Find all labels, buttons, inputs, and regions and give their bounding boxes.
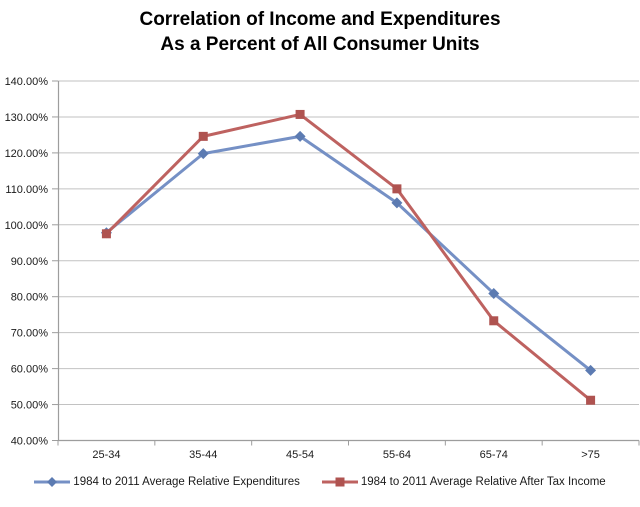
data-point-expenditures — [391, 197, 403, 209]
chart-title: Correlation of Income and Expenditures A… — [0, 7, 640, 57]
chart-title-line1: Correlation of Income and Expenditures — [139, 9, 501, 30]
x-tick-label: 25-34 — [92, 449, 120, 461]
legend-marker-square-icon — [321, 477, 358, 487]
data-point-expenditures — [585, 364, 597, 376]
x-tick-label: 65-74 — [480, 449, 508, 461]
x-tick-label: 45-54 — [286, 449, 314, 461]
y-tick-label: 80.00% — [11, 292, 49, 304]
y-tick-label: 70.00% — [11, 328, 49, 340]
diamond-marker-icon — [47, 477, 58, 487]
series-line-expenditures — [104, 134, 593, 372]
y-tick-label: 100.00% — [5, 220, 49, 232]
legend-label-expenditures: 1984 to 2011 Average Relative Expenditur… — [73, 476, 300, 488]
x-tick-label: 55-64 — [383, 449, 411, 461]
plot-area: 140.00% 130.00% 120.00% 110.00% 100.00% 90.00… — [5, 76, 640, 461]
data-point-after-tax-income — [101, 229, 111, 239]
data-point-after-tax-income — [586, 395, 596, 405]
y-tick-label: 60.00% — [11, 364, 49, 376]
data-point-expenditures — [294, 130, 306, 142]
data-point-after-tax-income — [489, 316, 499, 326]
chart-title-line2: As a Percent of All Consumer Units — [160, 34, 480, 55]
y-tick-label: 110.00% — [5, 184, 48, 196]
data-point-expenditures — [488, 287, 500, 299]
y-tick-label: 140.00% — [5, 76, 49, 88]
legend-item-after-tax-income: 1984 to 2011 Average Relative After Tax … — [321, 476, 606, 488]
data-point-expenditures — [197, 148, 209, 160]
y-tick-label: 130.00% — [5, 112, 49, 124]
data-point-after-tax-income — [392, 184, 402, 194]
x-tick-label: >75 — [581, 449, 600, 461]
legend-label-after-tax-income: 1984 to 2011 Average Relative After Tax … — [360, 476, 606, 488]
square-marker-icon — [335, 477, 345, 487]
legend-marker-diamond-icon — [34, 477, 71, 487]
y-tick-label: 40.00% — [11, 436, 49, 448]
y-tick-label: 120.00% — [5, 148, 49, 160]
legend-item-expenditures: 1984 to 2011 Average Relative Expenditur… — [34, 476, 300, 488]
data-point-after-tax-income — [198, 131, 208, 141]
series-line-after-tax-income — [104, 112, 593, 402]
x-tick-label: 35-44 — [189, 449, 217, 461]
y-tick-label: 50.00% — [11, 400, 49, 412]
data-point-after-tax-income — [295, 109, 305, 119]
legend: 1984 to 2011 Average Relative Expenditur… — [0, 476, 640, 488]
y-tick-label: 90.00% — [11, 256, 49, 268]
